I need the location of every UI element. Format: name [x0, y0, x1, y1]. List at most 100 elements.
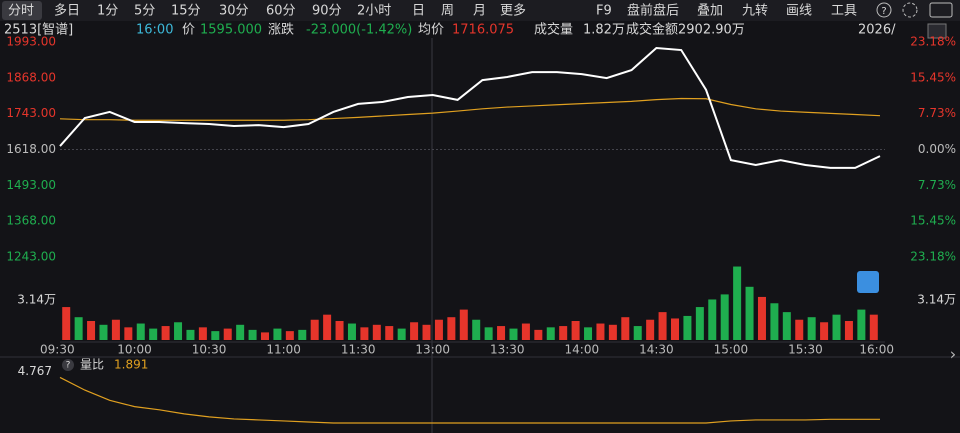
x-tick-label: 14:30 [639, 343, 674, 357]
y2-tick-label: 23.18% [910, 250, 956, 264]
volume-bar [298, 329, 307, 340]
toolbar-tab[interactable]: 分时 [8, 4, 34, 19]
toolbar-tab[interactable]: 60分 [266, 4, 296, 19]
volume-bar [410, 322, 419, 340]
line [59, 376, 880, 424]
volume-bar [832, 314, 841, 340]
volume-bar [509, 328, 518, 340]
y-tick-label: 1993.00 [6, 35, 56, 49]
toolbar-tab[interactable]: 日 [412, 4, 425, 19]
toolbar-button[interactable]: 画线 [786, 4, 812, 19]
volume-bar [608, 324, 617, 340]
volume-bar [472, 319, 481, 340]
toolbar-tab[interactable]: 更多 [500, 3, 526, 19]
y2-tick-label: 7.73% [918, 106, 956, 120]
toolbar-tab[interactable]: 月 [473, 4, 486, 19]
toolbar-tab[interactable]: 周 [441, 4, 454, 19]
volume-bar [596, 323, 605, 340]
toolbar-button[interactable]: F9 [596, 4, 612, 19]
volume-bar [198, 327, 207, 340]
volume-bar [186, 329, 195, 340]
x-tick-label: 16:00 [859, 343, 894, 357]
volume-bar [87, 321, 96, 340]
volume-bar [434, 319, 443, 340]
toolbar-tab[interactable]: 15分 [171, 4, 201, 19]
toolbar-button[interactable]: 九转 [742, 4, 768, 19]
y-tick-label: 1243.00 [6, 250, 56, 264]
volume-bar [422, 324, 431, 340]
ratio-title: 量比 [80, 358, 104, 372]
volume-bar [770, 303, 779, 340]
toolbar-tab[interactable]: 2小时 [357, 4, 391, 19]
volume-bar [273, 328, 282, 340]
volume-bar [248, 329, 257, 340]
toolbar-button[interactable]: 盘前盘后 [627, 3, 679, 19]
volume-bar [621, 317, 630, 340]
quote-change-label: 涨跌 [268, 22, 294, 38]
toolbar [0, 0, 960, 21]
volume-bar [733, 266, 742, 340]
volume-bar [695, 307, 704, 340]
y-tick-label: 1368.00 [6, 214, 56, 228]
quote-price-label: 价 [182, 23, 195, 38]
quote-change: -23.000(-1.42%) [306, 23, 412, 38]
volume-bar [757, 296, 766, 340]
toolbar-tab[interactable]: 30分 [219, 4, 249, 19]
toolbar-tab[interactable]: 90分 [312, 4, 342, 19]
volume-bar [261, 332, 269, 340]
line [59, 46, 881, 169]
volume-bar [124, 327, 133, 340]
quote-date: 2026/ [858, 23, 896, 38]
y2-tick-label: 15.45% [910, 70, 956, 84]
volume-bar [782, 312, 791, 340]
y2-tick-label: 3.14万 [917, 293, 956, 307]
volume-bar [844, 321, 853, 340]
y-tick-label: 4.767 [18, 364, 52, 378]
volume-bar [236, 324, 245, 340]
window-icon[interactable] [929, 2, 953, 18]
volume-bar [497, 326, 506, 340]
ratio-value: 1.891 [114, 358, 148, 372]
x-tick-label: 10:30 [192, 343, 227, 357]
toolbar-tab[interactable]: 多日 [54, 3, 80, 19]
settings-icon[interactable] [902, 2, 918, 18]
volume-bar [745, 286, 754, 340]
toolbar-tab[interactable]: 5分 [134, 4, 155, 19]
volume-bar [683, 315, 692, 340]
y2-tick-label: 15.45% [910, 214, 956, 228]
help-glyph: ? [66, 361, 71, 371]
y-tick-label: 1618.00 [6, 142, 56, 156]
volume-bar [99, 324, 108, 340]
toolbar-button[interactable]: 叠加 [697, 4, 723, 19]
line [59, 97, 881, 121]
y2-tick-label: 23.18% [910, 35, 956, 49]
volume-bar [646, 319, 655, 340]
volume-bar [633, 326, 642, 340]
x-tick-label: 11:30 [341, 343, 376, 357]
y2-tick-label: 7.73% [918, 178, 956, 192]
x-tick-label: 13:00 [415, 343, 450, 357]
volume-bar [820, 322, 829, 340]
volume-bar [360, 327, 369, 340]
volume-bar [807, 317, 816, 340]
volume-bar [534, 329, 543, 340]
volume-bar [335, 321, 344, 340]
volume-bar [285, 331, 294, 340]
volume-bar [658, 312, 667, 340]
help-dot[interactable] [62, 359, 74, 371]
help-icon[interactable] [876, 2, 892, 18]
quote-code: 2513[智谱] [4, 23, 73, 38]
expand-arrow[interactable]: › [950, 345, 956, 364]
toolbar-button[interactable]: 工具 [831, 4, 857, 19]
volume-bar [323, 314, 332, 340]
float-icon[interactable] [857, 271, 879, 293]
volume-bar [136, 323, 145, 340]
volume-bar [347, 323, 356, 340]
toolbar-tab[interactable]: 1分 [97, 4, 118, 19]
volume-bar [708, 299, 717, 340]
x-tick-label: 09:30 [40, 343, 75, 357]
volume-bar [111, 319, 120, 340]
x-tick-label: 13:30 [490, 343, 525, 357]
